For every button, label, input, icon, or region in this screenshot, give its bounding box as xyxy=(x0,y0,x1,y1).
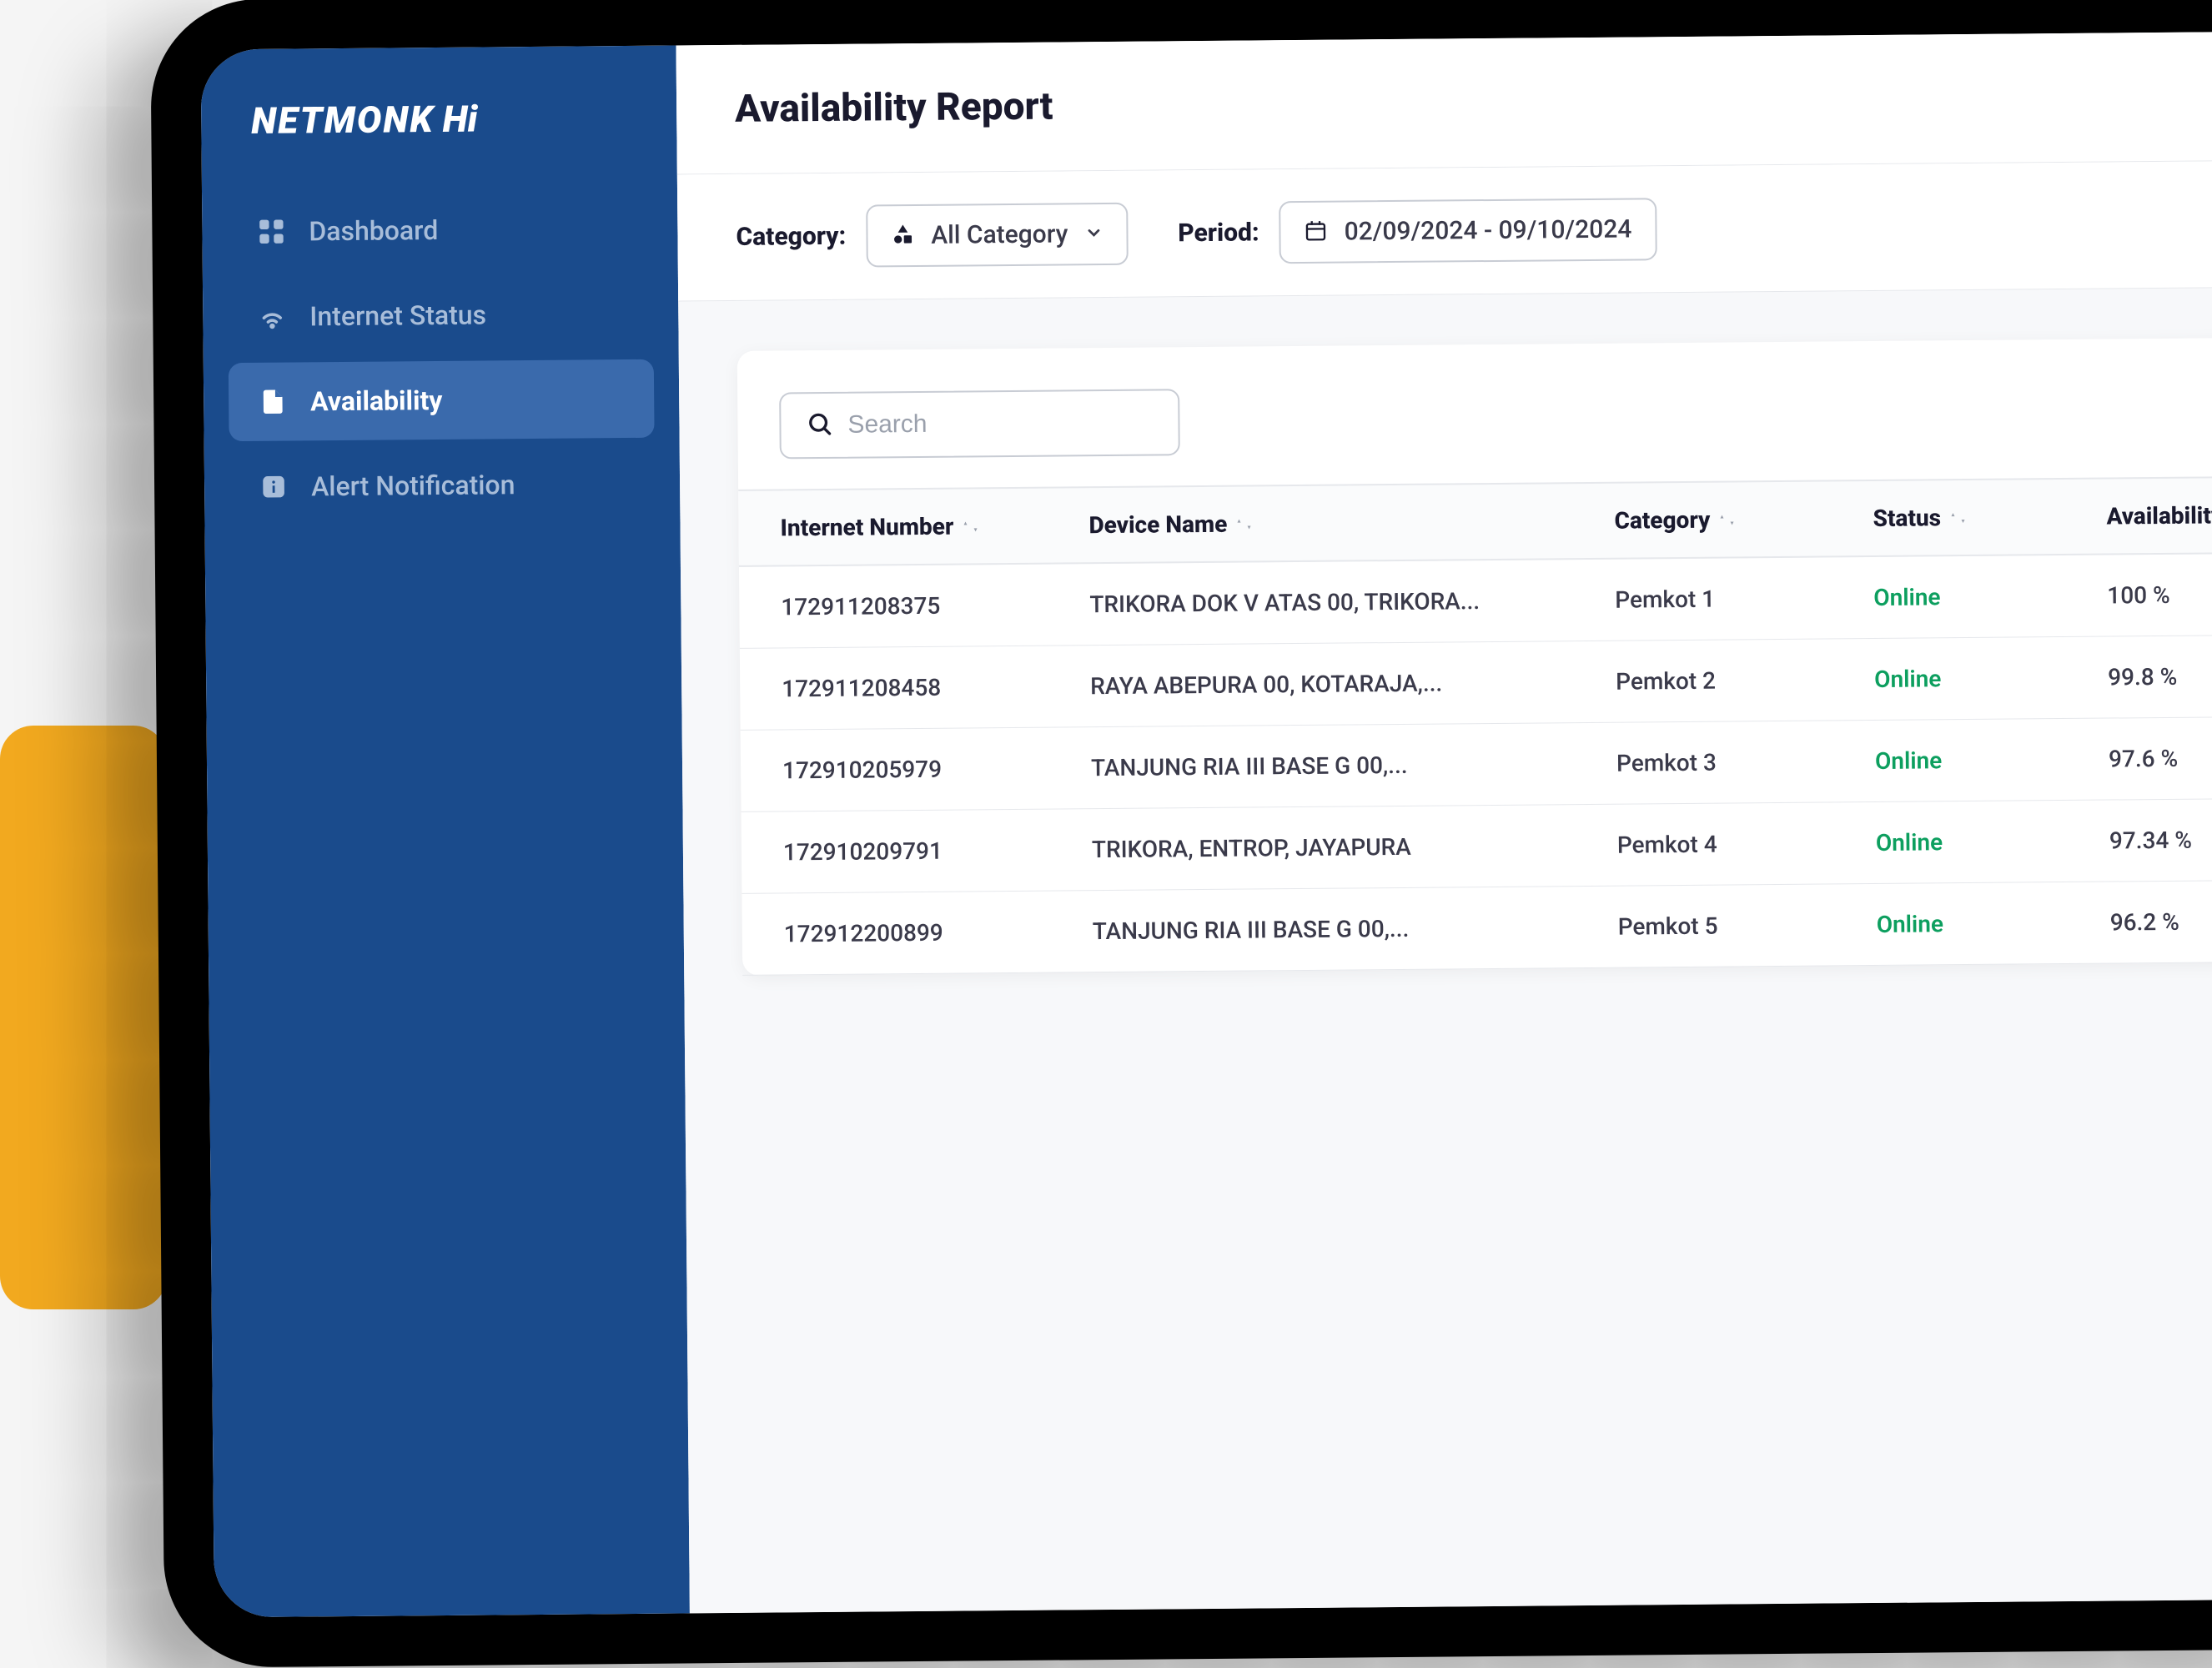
table-body: 172911208375TRIKORA DOK V ATAS 00, TRIKO… xyxy=(739,551,2212,976)
cell-availability: 99.8 % xyxy=(2108,661,2212,691)
cell-category: Pemkot 4 xyxy=(1617,829,1876,859)
sort-icon xyxy=(1720,511,1733,528)
table-row[interactable]: 172912200899TANJUNG RIA III BASE G 00,..… xyxy=(742,878,2212,976)
period-picker[interactable]: 02/09/2024 - 09/10/2024 xyxy=(1279,198,1656,264)
cell-internet-number: 172910205979 xyxy=(782,754,1091,784)
brand-name: NETMONK xyxy=(251,98,435,143)
tablet-bezel: NETMONK Hi Dashboard Internet Status xyxy=(150,0,2212,1668)
brand-logo: NETMONK Hi xyxy=(226,96,652,193)
th-internet-number[interactable]: Internet Number xyxy=(780,511,1088,541)
sort-icon xyxy=(1951,510,1964,526)
period-filter-group: Period: 02/09/2024 - 09/10/2024 xyxy=(1178,198,1657,264)
app-screen: NETMONK Hi Dashboard Internet Status xyxy=(201,28,2212,1617)
cell-device-name: RAYA ABEPURA 00, KOTARAJA,... xyxy=(1090,668,1616,700)
data-card: Internet Number Device Name xyxy=(737,335,2212,976)
search-wrap xyxy=(737,377,2212,490)
brand-sub: Hi xyxy=(442,98,477,141)
cell-device-name: TRIKORA DOK V ATAS 00, TRIKORA... xyxy=(1089,586,1615,618)
table-row[interactable]: 172911208458RAYA ABEPURA 00, KOTARAJA,..… xyxy=(740,633,2212,731)
cell-internet-number: 172911208375 xyxy=(781,590,1089,620)
file-icon xyxy=(257,386,289,418)
cell-category: Pemkot 5 xyxy=(1618,911,1877,941)
category-value: All Category xyxy=(931,219,1068,249)
cell-status: Online xyxy=(1873,582,2107,611)
info-icon xyxy=(258,471,289,503)
cell-internet-number: 172910209791 xyxy=(783,836,1092,866)
cell-device-name: TANJUNG RIA III BASE G 00,... xyxy=(1091,750,1616,781)
th-availability[interactable]: Availability Work Hour xyxy=(2106,500,2212,530)
sidebar-item-label: Internet Status xyxy=(309,299,486,332)
page-header: Availability Report xyxy=(676,28,2212,174)
cell-availability: 97.6 % xyxy=(2109,742,2212,772)
sidebar-item-label: Availability xyxy=(310,384,443,417)
grid-icon xyxy=(255,216,287,248)
th-status[interactable]: Status xyxy=(1873,503,2106,532)
cell-availability: 100 % xyxy=(2107,579,2212,609)
cell-internet-number: 172911208458 xyxy=(782,672,1090,702)
cell-device-name: TRIKORA, ENTROP, JAYAPURA xyxy=(1092,831,1617,863)
main-content: Availability Report Category: All Catego… xyxy=(676,28,2212,1613)
page-title: Availability Report xyxy=(735,71,2212,132)
th-category[interactable]: Category xyxy=(1614,505,1873,535)
table-row[interactable]: 172911208375TRIKORA DOK V ATAS 00, TRIKO… xyxy=(739,551,2212,649)
calendar-icon xyxy=(1304,219,1327,245)
cell-status: Online xyxy=(1877,909,2110,938)
cell-status: Online xyxy=(1875,746,2109,775)
sidebar-item-alert-notification[interactable]: Alert Notification xyxy=(229,445,656,526)
cell-internet-number: 172912200899 xyxy=(784,917,1093,947)
cell-device-name: TANJUNG RIA III BASE G 00,... xyxy=(1093,913,1618,945)
table-row[interactable]: 172910209791TRIKORA, ENTROP, JAYAPURAPem… xyxy=(742,796,2212,894)
table-row[interactable]: 172910205979TANJUNG RIA III BASE G 00,..… xyxy=(741,715,2212,812)
search-input[interactable] xyxy=(847,408,1169,439)
table-header-row: Internet Number Device Name xyxy=(738,474,2212,567)
sidebar-item-label: Dashboard xyxy=(309,214,438,247)
search-box[interactable] xyxy=(779,389,1180,459)
period-value: 02/09/2024 - 09/10/2024 xyxy=(1344,215,1631,247)
period-label: Period: xyxy=(1178,218,1259,248)
search-icon xyxy=(806,410,832,440)
category-label: Category: xyxy=(736,222,846,252)
sidebar: NETMONK Hi Dashboard Internet Status xyxy=(201,45,690,1617)
decorative-yellow-shape xyxy=(0,726,167,1309)
availability-table: Internet Number Device Name xyxy=(738,474,2212,976)
cell-availability: 96.2 % xyxy=(2110,906,2212,936)
th-device-name[interactable]: Device Name xyxy=(1088,507,1614,539)
cell-status: Online xyxy=(1874,664,2108,693)
shapes-icon xyxy=(891,223,914,249)
cell-category: Pemkot 2 xyxy=(1616,666,1874,696)
sort-icon xyxy=(963,518,977,535)
wifi-icon xyxy=(256,301,288,333)
sidebar-item-dashboard[interactable]: Dashboard xyxy=(227,189,653,271)
cell-category: Pemkot 1 xyxy=(1615,584,1873,614)
cell-category: Pemkot 3 xyxy=(1616,747,1875,777)
chevron-down-icon xyxy=(1084,224,1103,245)
sidebar-item-availability[interactable]: Availability xyxy=(229,359,655,441)
filter-bar: Category: All Category Period: xyxy=(677,158,2212,301)
category-dropdown[interactable]: All Category xyxy=(866,203,1129,268)
sidebar-item-label: Alert Notification xyxy=(311,469,515,502)
sort-icon xyxy=(1237,515,1250,532)
cell-status: Online xyxy=(1876,827,2109,857)
cell-availability: 97.34 % xyxy=(2109,824,2212,854)
category-filter-group: Category: All Category xyxy=(736,203,1128,269)
sidebar-item-internet-status[interactable]: Internet Status xyxy=(228,274,654,356)
